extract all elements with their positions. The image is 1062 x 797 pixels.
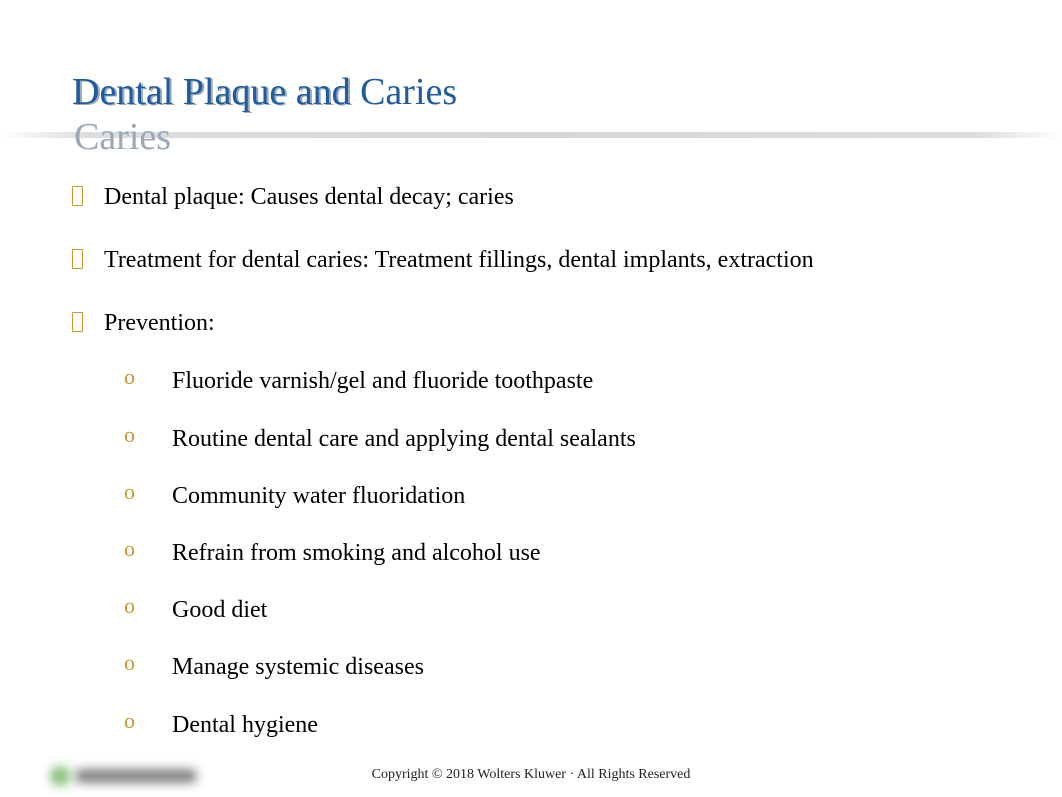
list-item-text: Dental hygiene — [172, 712, 318, 738]
list-item-text: Refrain from smoking and alcohol use — [172, 540, 541, 566]
list-item: Good diet — [124, 595, 972, 626]
list-item: Refrain from smoking and alcohol use — [124, 538, 972, 569]
list-item-text: Community water fluoridation — [172, 483, 465, 509]
list-item: Dental hygiene — [124, 710, 972, 741]
publisher-logo — [50, 761, 210, 791]
list-item: Manage systemic diseases — [124, 652, 972, 683]
logo-wordmark — [76, 769, 196, 783]
list-item: Fluoride varnish/gel and fluoride toothp… — [124, 366, 972, 397]
list-item-text: Dental plaque: Causes dental decay; cari… — [104, 184, 514, 210]
logo-icon — [50, 766, 70, 786]
title-text: Dental Plaque and Caries — [72, 71, 457, 113]
list-item: Routine dental care and applying dental … — [124, 424, 972, 455]
bullet-list: Dental plaque: Causes dental decay; cari… — [72, 180, 972, 741]
sub-bullet-list: Fluoride varnish/gel and fluoride toothp… — [124, 366, 972, 740]
list-item-text: Manage systemic diseases — [172, 654, 424, 680]
list-item-text: Routine dental care and applying dental … — [172, 426, 636, 452]
list-item: Community water fluoridation — [124, 481, 972, 512]
content-region: Dental plaque: Causes dental decay; cari… — [0, 138, 1062, 741]
list-item-text: Good diet — [172, 597, 267, 623]
list-item: Dental plaque: Causes dental decay; cari… — [72, 180, 972, 215]
list-item: Treatment for dental caries: Treatment f… — [72, 243, 972, 278]
list-item: Prevention: Fluoride varnish/gel and flu… — [72, 306, 972, 741]
title-region: Dental Plaque and Caries Dental Plaque a… — [0, 0, 1062, 114]
list-item-text: Fluoride varnish/gel and fluoride toothp… — [172, 368, 593, 394]
slide-title: Dental Plaque and Caries Dental Plaque a… — [72, 70, 457, 114]
list-item-text: Prevention: — [104, 310, 215, 336]
list-item-text: Treatment for dental caries: Treatment f… — [104, 247, 814, 273]
